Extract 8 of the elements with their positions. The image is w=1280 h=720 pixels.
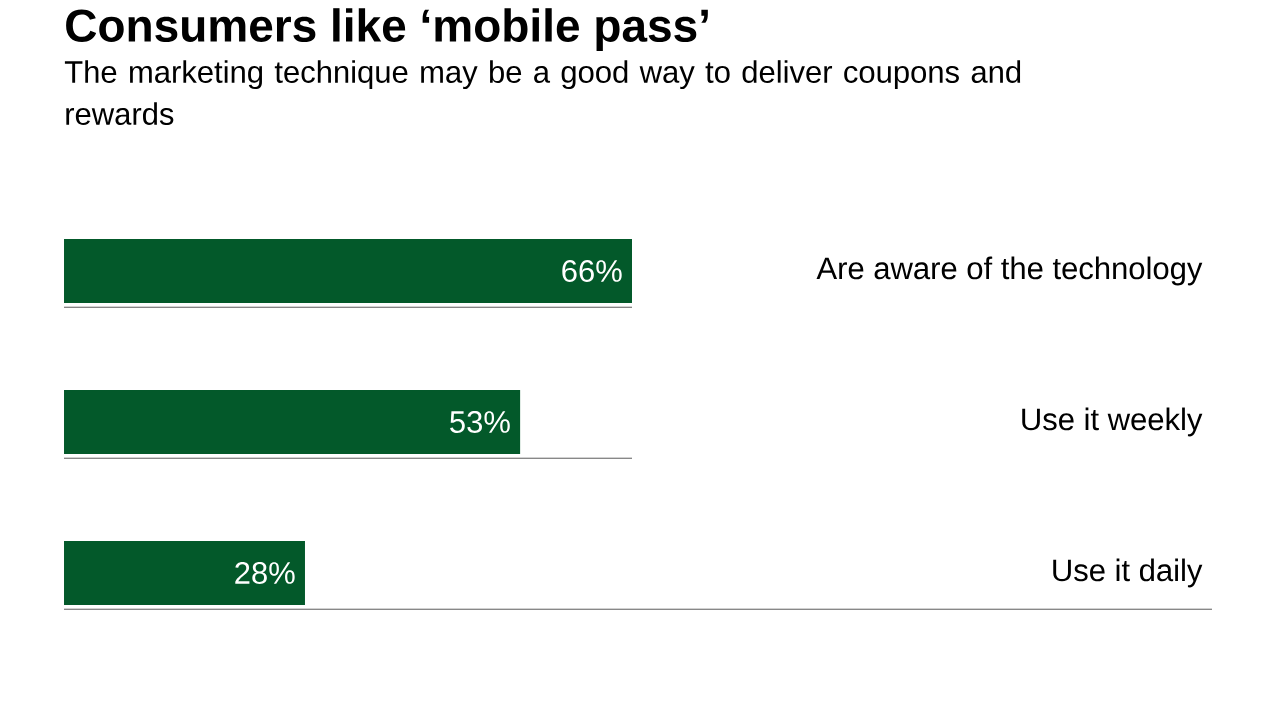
y-tick-label: Use it weekly	[1022, 407, 1203, 437]
y-tick-label: Are aware of the technology	[816, 256, 1203, 286]
data-label: 66%	[562, 260, 622, 282]
data-label: 28%	[235, 562, 295, 584]
chart-title: Consumers like ‘mobile pass’	[66, 8, 708, 52]
data-label: 53%	[450, 411, 510, 433]
chart-subtitle: The marketing technique may be a good way to deliver coupons and rewards	[64, 60, 1021, 125]
y-tick-label: Use it daily	[1053, 558, 1203, 588]
